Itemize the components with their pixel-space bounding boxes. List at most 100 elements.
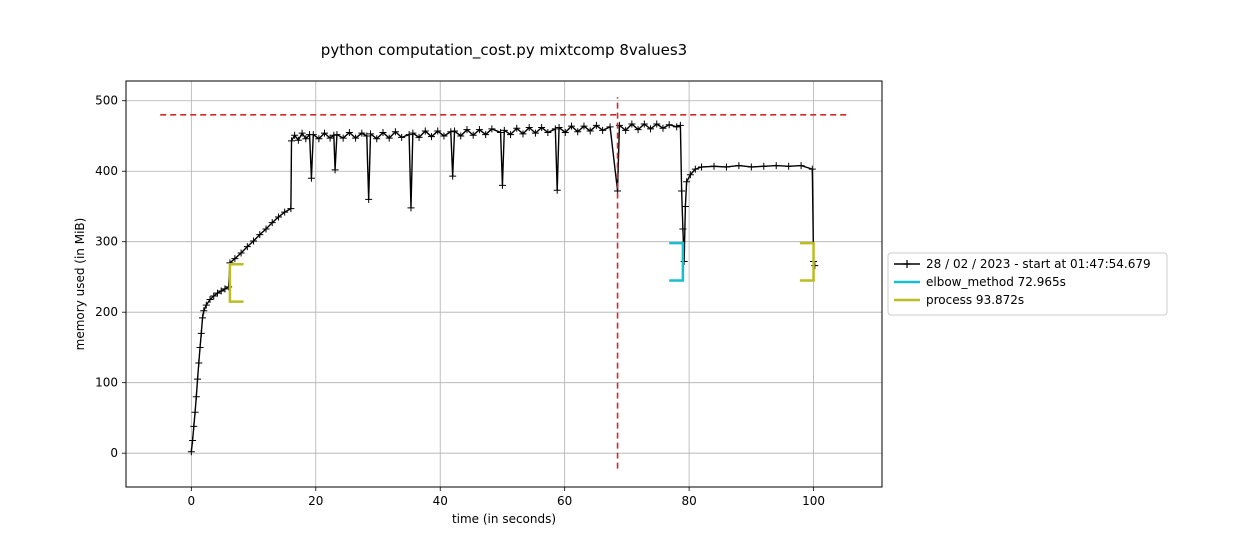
memory-point-marker: [256, 231, 264, 239]
memory-point-marker: [691, 165, 699, 173]
x-tick-label: 0: [188, 494, 196, 508]
memory-point-marker: [428, 133, 436, 141]
memory-point-marker: [298, 129, 306, 137]
memory-point-marker: [243, 243, 251, 251]
memory-point-marker: [281, 208, 289, 216]
memory-point-marker: [196, 343, 204, 351]
memory-point-marker: [363, 132, 371, 140]
memory-point-marker: [659, 124, 667, 132]
memory-point-marker: [673, 123, 681, 131]
memory-point-marker: [192, 393, 200, 401]
x-tick-label: 100: [802, 494, 825, 508]
y-tick-label: 0: [110, 446, 118, 460]
memory-point-marker: [262, 225, 270, 233]
memory-point-marker: [358, 129, 366, 137]
memory-point-marker: [409, 129, 417, 137]
memory-point-marker: [268, 219, 276, 227]
memory-point-marker: [367, 130, 375, 138]
memory-point-marker: [187, 448, 195, 456]
memory-point-marker: [210, 292, 218, 300]
memory-point-marker: [555, 124, 563, 132]
x-tick-label: 60: [557, 494, 572, 508]
memory-point-marker: [291, 131, 299, 139]
process-bracket: [228, 263, 244, 303]
memory-point-marker: [553, 186, 561, 194]
memory-point-marker: [391, 128, 399, 136]
memory-point-marker: [634, 126, 642, 134]
memory-point-marker: [339, 134, 347, 142]
memory-point-marker: [513, 124, 521, 132]
axes-frame: [125, 80, 883, 488]
memory-point-marker: [315, 135, 323, 143]
memory-point-marker: [599, 126, 607, 134]
memory-point-marker: [568, 122, 576, 130]
memory-point-marker: [678, 187, 686, 195]
memory-point-marker: [451, 127, 459, 135]
memory-point-marker: [200, 307, 208, 315]
memory-point-marker: [628, 120, 636, 128]
memory-point-marker: [274, 213, 282, 221]
memory-point-marker: [722, 163, 730, 171]
legend: 28 / 02 / 2023 - start at 01:47:54.679 el…: [887, 252, 1168, 316]
memory-point-marker: [469, 131, 477, 139]
memory-point-marker: [676, 121, 684, 129]
y-tick-label: 500: [95, 94, 118, 108]
memory-point-marker: [191, 408, 199, 416]
memory-point-marker: [772, 162, 780, 170]
memory-point-marker: [421, 127, 429, 135]
y-tick-label: 400: [95, 164, 118, 178]
memory-point-marker: [497, 128, 505, 136]
memory-point-marker: [561, 128, 569, 136]
memory-point-marker: [647, 125, 655, 133]
memory-point-marker: [686, 171, 694, 179]
memory-point-marker: [407, 204, 415, 212]
legend-label-elbow: elbow_method 72.965s: [926, 275, 1066, 289]
memory-point-marker: [330, 131, 338, 139]
memory-point-marker: [519, 130, 527, 138]
memory-point-marker: [309, 131, 317, 139]
memory-point-marker: [213, 289, 221, 297]
memory-point-marker: [385, 134, 393, 142]
plot-area: 0 20 40 60 80 100 0 100 200 300 400 500: [95, 80, 883, 508]
memory-point-marker: [379, 128, 387, 136]
memory-point-marker: [352, 134, 360, 142]
legend-label-memory: 28 / 02 / 2023 - start at 01:47:54.679: [926, 257, 1151, 271]
y-axis-label: memory used (in MiB): [73, 218, 87, 351]
memory-point-marker: [463, 126, 471, 134]
memory-point-marker: [640, 120, 648, 128]
y-tick-label: 200: [95, 305, 118, 319]
y-tick-label: 100: [95, 376, 118, 390]
legend-box: [887, 252, 1168, 316]
memory-point-marker: [665, 121, 673, 129]
memory-point-marker: [681, 202, 689, 210]
memory-point-marker: [217, 287, 225, 295]
memory-point-marker: [449, 172, 457, 180]
memory-point-marker: [747, 163, 755, 171]
legend-label-process: process 93.872s: [926, 293, 1024, 307]
memory-point-marker: [457, 132, 465, 140]
x-tick-label: 40: [433, 494, 448, 508]
memory-point-marker: [197, 329, 205, 337]
memory-point-marker: [199, 314, 207, 322]
memory-point-marker: [551, 125, 559, 133]
chart-title: python computation_cost.py mixtcomp 8val…: [321, 41, 687, 60]
memory-point-marker: [333, 131, 341, 139]
memory-point-marker: [307, 174, 315, 182]
memory-point-marker: [679, 225, 687, 233]
memory-point-marker: [797, 162, 805, 170]
memory-point-marker: [373, 135, 381, 143]
memory-point-marker: [294, 136, 302, 144]
memory-point-marker: [221, 285, 229, 293]
memory-point-marker: [586, 127, 594, 135]
memory-point-marker: [500, 126, 508, 134]
memory-point-marker: [231, 255, 239, 263]
memory-point-marker: [331, 166, 339, 174]
memory-point-marker: [622, 126, 630, 134]
memory-point-marker: [592, 121, 600, 129]
x-axis-label: time (in seconds): [452, 512, 556, 526]
memory-point-marker: [808, 165, 816, 173]
x-tick-label: 20: [308, 494, 323, 508]
memory-point-marker: [194, 375, 202, 383]
elbow-bracket: [669, 241, 685, 282]
